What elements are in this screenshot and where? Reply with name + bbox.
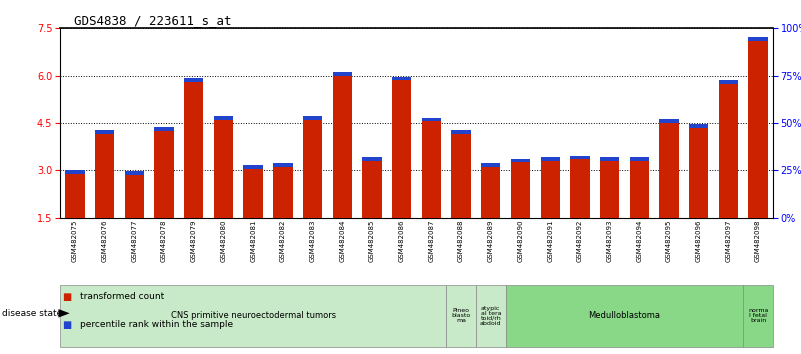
Bar	[630, 157, 649, 161]
Bar	[689, 128, 708, 218]
Bar	[511, 159, 530, 162]
Text: GSM482076: GSM482076	[102, 220, 107, 262]
Bar	[421, 118, 441, 121]
Bar	[273, 167, 292, 218]
Bar	[689, 124, 708, 128]
Bar	[718, 80, 738, 84]
Text: disease state: disease state	[2, 309, 62, 318]
Bar	[748, 41, 768, 218]
Bar	[214, 116, 233, 120]
Text: GSM482080: GSM482080	[220, 220, 227, 262]
Bar	[332, 72, 352, 76]
Text: GSM482092: GSM482092	[577, 220, 583, 262]
Bar	[659, 123, 678, 218]
Text: GSM482088: GSM482088	[458, 220, 464, 262]
Bar	[392, 80, 412, 218]
Text: GSM482084: GSM482084	[340, 220, 345, 262]
Bar	[155, 127, 174, 131]
Bar	[125, 171, 144, 175]
Bar	[95, 130, 115, 134]
Bar	[743, 285, 773, 347]
Bar	[362, 161, 381, 218]
Text: GSM482098: GSM482098	[755, 220, 761, 262]
Bar	[659, 119, 678, 123]
Bar	[155, 131, 174, 218]
Text: Pineo
blasto
ma: Pineo blasto ma	[452, 308, 471, 324]
Text: GSM482077: GSM482077	[131, 220, 137, 262]
Bar	[125, 175, 144, 218]
Text: GSM482096: GSM482096	[696, 220, 702, 262]
Text: GSM482091: GSM482091	[547, 220, 553, 262]
Bar	[476, 285, 505, 347]
Bar	[244, 165, 263, 169]
Bar	[570, 155, 590, 159]
Bar	[481, 167, 501, 218]
Text: GSM482093: GSM482093	[606, 220, 613, 262]
Text: GSM482095: GSM482095	[666, 220, 672, 262]
Text: CNS primitive neuroectodermal tumors: CNS primitive neuroectodermal tumors	[171, 312, 336, 320]
Bar	[452, 134, 471, 218]
Bar	[60, 285, 446, 347]
Bar	[362, 157, 381, 161]
Bar	[65, 173, 85, 218]
Bar	[65, 170, 85, 173]
Bar	[214, 120, 233, 218]
Bar	[718, 84, 738, 218]
Text: norma
l fetal
brain: norma l fetal brain	[748, 308, 768, 324]
Text: ■: ■	[62, 292, 72, 302]
Text: ■: ■	[62, 320, 72, 330]
Bar	[184, 82, 203, 218]
Text: atypic
al tera
toid/rh
abdoid: atypic al tera toid/rh abdoid	[480, 306, 501, 326]
Bar	[452, 130, 471, 134]
Bar	[748, 37, 768, 41]
Text: transformed count: transformed count	[80, 292, 164, 301]
Text: GSM482089: GSM482089	[488, 220, 493, 262]
Bar	[600, 157, 619, 161]
Text: GSM482087: GSM482087	[429, 220, 434, 262]
Bar	[244, 169, 263, 218]
Bar	[392, 76, 412, 80]
Text: GSM482079: GSM482079	[191, 220, 197, 262]
Text: GSM482086: GSM482086	[399, 220, 405, 262]
Bar	[481, 164, 501, 167]
Text: GSM482090: GSM482090	[517, 220, 524, 262]
Text: GSM482097: GSM482097	[726, 220, 731, 262]
Bar	[541, 157, 560, 161]
Text: GSM482082: GSM482082	[280, 220, 286, 262]
Bar	[303, 116, 322, 120]
Bar	[95, 134, 115, 218]
Text: Medulloblastoma: Medulloblastoma	[589, 312, 661, 320]
Bar	[446, 285, 476, 347]
Text: GDS4838 / 223611_s_at: GDS4838 / 223611_s_at	[74, 14, 231, 27]
Bar	[511, 162, 530, 218]
Bar	[184, 78, 203, 82]
Bar	[273, 164, 292, 167]
Bar	[332, 76, 352, 218]
Bar	[303, 120, 322, 218]
Bar	[421, 121, 441, 218]
Bar	[505, 285, 743, 347]
Text: GSM482081: GSM482081	[250, 220, 256, 262]
Polygon shape	[58, 309, 70, 318]
Text: GSM482094: GSM482094	[636, 220, 642, 262]
Bar	[630, 161, 649, 218]
Text: GSM482083: GSM482083	[309, 220, 316, 262]
Text: GSM482075: GSM482075	[72, 220, 78, 262]
Bar	[541, 161, 560, 218]
Text: percentile rank within the sample: percentile rank within the sample	[80, 320, 233, 329]
Bar	[600, 161, 619, 218]
Text: GSM482078: GSM482078	[161, 220, 167, 262]
Bar	[570, 159, 590, 218]
Text: GSM482085: GSM482085	[369, 220, 375, 262]
